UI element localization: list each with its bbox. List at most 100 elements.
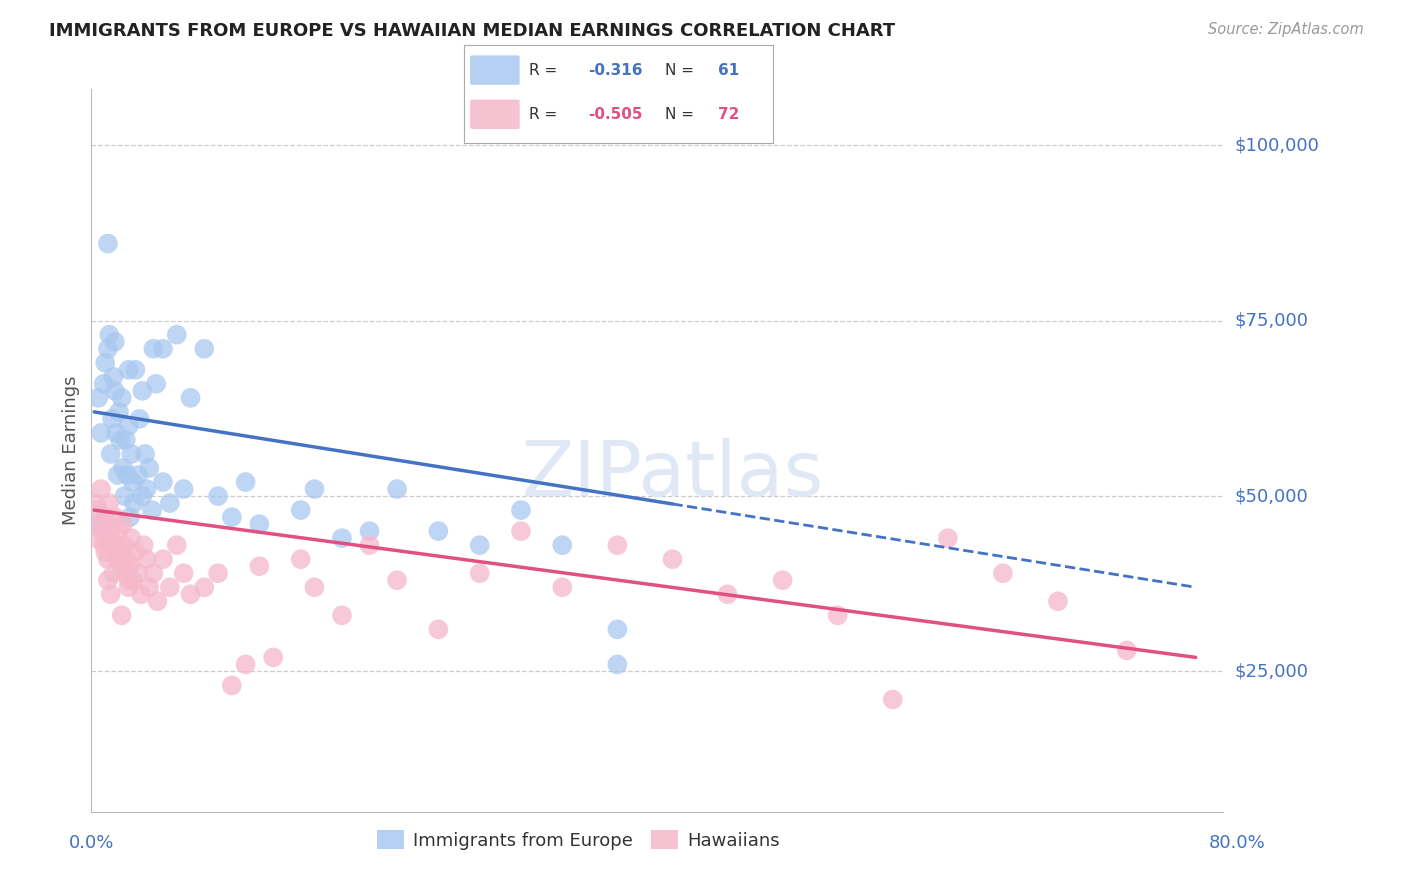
Point	[104, 334, 127, 349]
Point	[112, 461, 135, 475]
Point	[304, 482, 326, 496]
Point	[131, 489, 153, 503]
Point	[330, 531, 353, 545]
Point	[304, 580, 326, 594]
Text: $50,000: $50,000	[1234, 487, 1308, 505]
Point	[93, 538, 115, 552]
Point	[330, 608, 353, 623]
Point	[84, 496, 107, 510]
Text: -0.316: -0.316	[588, 62, 643, 78]
Point	[152, 475, 174, 489]
Point	[606, 657, 628, 672]
Point	[100, 587, 122, 601]
Point	[159, 496, 181, 510]
Point	[91, 524, 114, 538]
Point	[772, 573, 794, 587]
Point	[98, 496, 121, 510]
Point	[93, 376, 115, 391]
Point	[427, 524, 450, 538]
Point	[124, 545, 146, 559]
Point	[152, 342, 174, 356]
Point	[87, 391, 110, 405]
Text: R =: R =	[529, 62, 557, 78]
Point	[120, 447, 142, 461]
Point	[117, 580, 139, 594]
Point	[235, 475, 257, 489]
Point	[159, 580, 181, 594]
Point	[108, 524, 131, 538]
Point	[100, 447, 122, 461]
Point	[661, 552, 683, 566]
Point	[115, 552, 138, 566]
Point	[108, 405, 131, 419]
Point	[290, 503, 312, 517]
Point	[141, 503, 163, 517]
Point	[100, 524, 122, 538]
Legend: Immigrants from Europe, Hawaiians: Immigrants from Europe, Hawaiians	[370, 823, 787, 857]
Point	[128, 412, 150, 426]
Point	[115, 468, 138, 483]
Point	[1046, 594, 1069, 608]
Point	[180, 587, 202, 601]
Point	[166, 327, 188, 342]
Text: -0.505: -0.505	[588, 107, 643, 122]
Point	[359, 538, 381, 552]
Point	[145, 376, 167, 391]
Point	[112, 517, 135, 532]
Point	[131, 384, 153, 398]
Point	[468, 566, 491, 581]
Point	[127, 468, 149, 483]
Point	[104, 384, 127, 398]
Text: 61: 61	[717, 62, 740, 78]
Point	[84, 517, 107, 532]
Point	[262, 650, 284, 665]
Point	[114, 566, 136, 581]
Text: $75,000: $75,000	[1234, 311, 1309, 330]
Point	[359, 524, 381, 538]
Point	[146, 594, 169, 608]
Point	[290, 552, 312, 566]
Point	[117, 573, 139, 587]
Text: Source: ZipAtlas.com: Source: ZipAtlas.com	[1208, 22, 1364, 37]
Point	[510, 524, 533, 538]
Text: 72: 72	[717, 107, 740, 122]
Point	[385, 482, 408, 496]
Point	[104, 510, 127, 524]
Point	[111, 391, 134, 405]
Point	[468, 538, 491, 552]
Point	[138, 580, 160, 594]
Point	[86, 531, 108, 545]
Point	[103, 566, 125, 581]
Point	[247, 559, 270, 574]
Point	[114, 489, 136, 503]
Point	[98, 327, 121, 342]
Point	[235, 657, 257, 672]
Text: $100,000: $100,000	[1234, 136, 1319, 154]
Point	[101, 538, 124, 552]
Text: N =: N =	[665, 107, 695, 122]
FancyBboxPatch shape	[470, 55, 520, 85]
Text: ZIPatlas: ZIPatlas	[522, 438, 824, 512]
Point	[247, 517, 270, 532]
Point	[152, 552, 174, 566]
Text: $25,000: $25,000	[1234, 663, 1309, 681]
Point	[138, 461, 160, 475]
Point	[103, 369, 125, 384]
Point	[142, 566, 165, 581]
Point	[118, 559, 141, 574]
Point	[97, 552, 120, 566]
Point	[101, 412, 124, 426]
Point	[936, 531, 959, 545]
Point	[124, 363, 146, 377]
Point	[551, 538, 574, 552]
Point	[94, 510, 117, 524]
Point	[105, 538, 128, 552]
Point	[97, 573, 120, 587]
Point	[114, 538, 136, 552]
Point	[117, 418, 139, 433]
Point	[221, 510, 243, 524]
Point	[127, 566, 149, 581]
Point	[97, 342, 120, 356]
Point	[105, 425, 128, 440]
Point	[180, 391, 202, 405]
